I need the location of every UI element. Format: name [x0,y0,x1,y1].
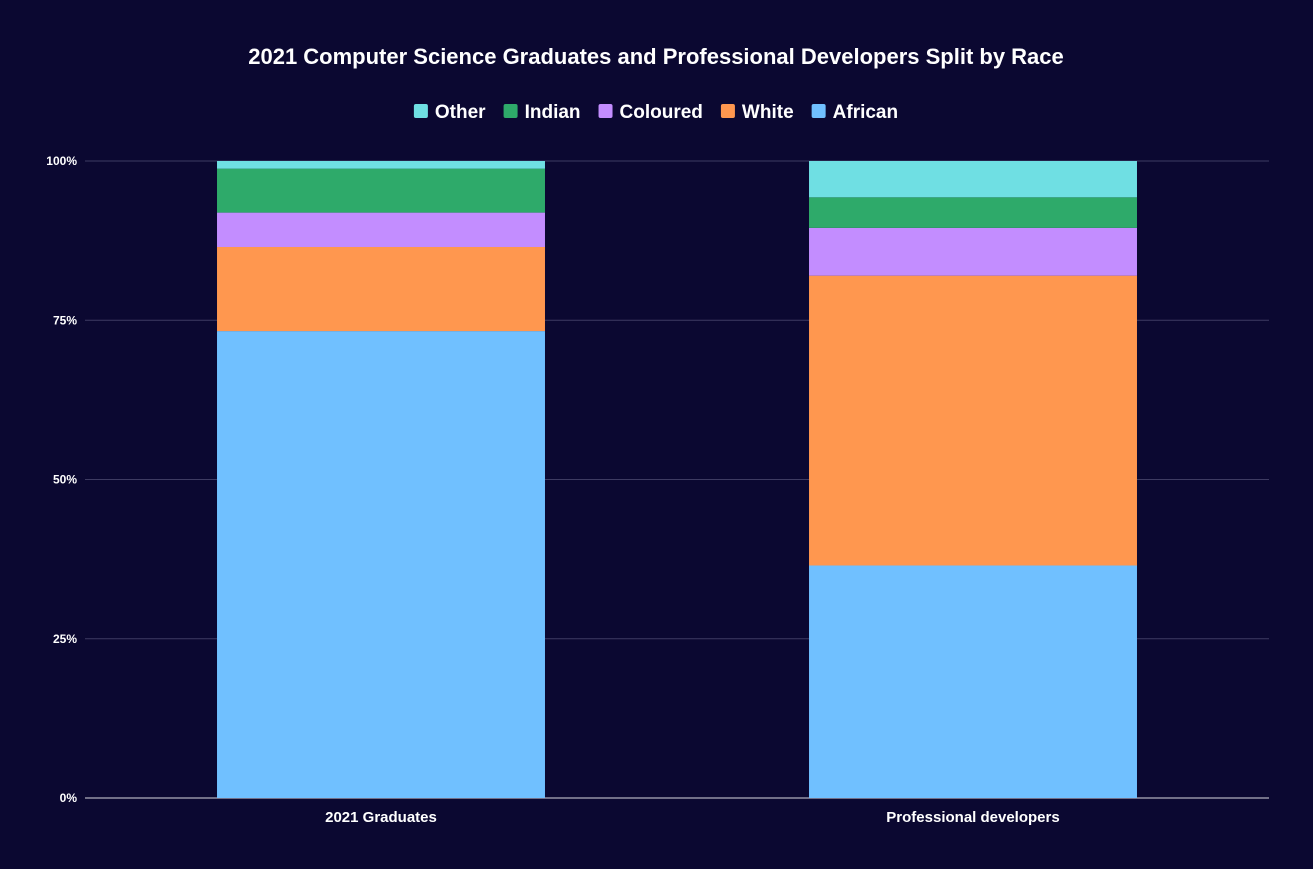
bar-2021-graduates-indian [217,168,545,213]
x-tick-label: 2021 Graduates [325,809,437,826]
legend-label-white: White [742,102,794,123]
bar-professional-developers-african [809,565,1137,798]
legend-label-coloured: Coloured [620,102,703,123]
bar-2021-graduates-white [217,246,545,332]
bar-2021-graduates-african [217,331,545,798]
legend-label-indian: Indian [525,102,581,123]
chart-bars [217,161,1137,798]
y-tick-label: 100% [46,154,77,168]
bar-2021-graduates-other [217,161,545,169]
chart-legend: Other Indian Coloured White African [413,102,898,123]
y-tick-label: 25% [53,632,77,646]
legend-swatch-other [413,104,428,118]
bar-professional-developers-white [809,275,1137,566]
bar-professional-developers-other [809,161,1137,198]
bar-2021-graduates-coloured [217,212,545,247]
bar-professional-developers-indian [809,197,1137,228]
y-tick-label: 0% [60,791,78,805]
legend-swatch-indian [503,104,518,118]
legend-swatch-coloured [598,104,613,118]
y-axis: 0% 25% 50% 75% 100% [46,154,77,805]
chart-title: 2021 Computer Science Graduates and Prof… [248,44,1064,69]
y-tick-label: 50% [53,473,77,487]
legend-label-african: African [833,102,898,123]
x-tick-label: Professional developers [886,809,1059,826]
bar-professional-developers-coloured [809,227,1137,276]
y-tick-label: 75% [53,313,77,327]
legend-swatch-african [811,104,826,118]
legend-label-other: Other [435,102,486,123]
legend-swatch-white [720,104,735,118]
x-axis: 2021 Graduates Professional developers [325,809,1060,826]
